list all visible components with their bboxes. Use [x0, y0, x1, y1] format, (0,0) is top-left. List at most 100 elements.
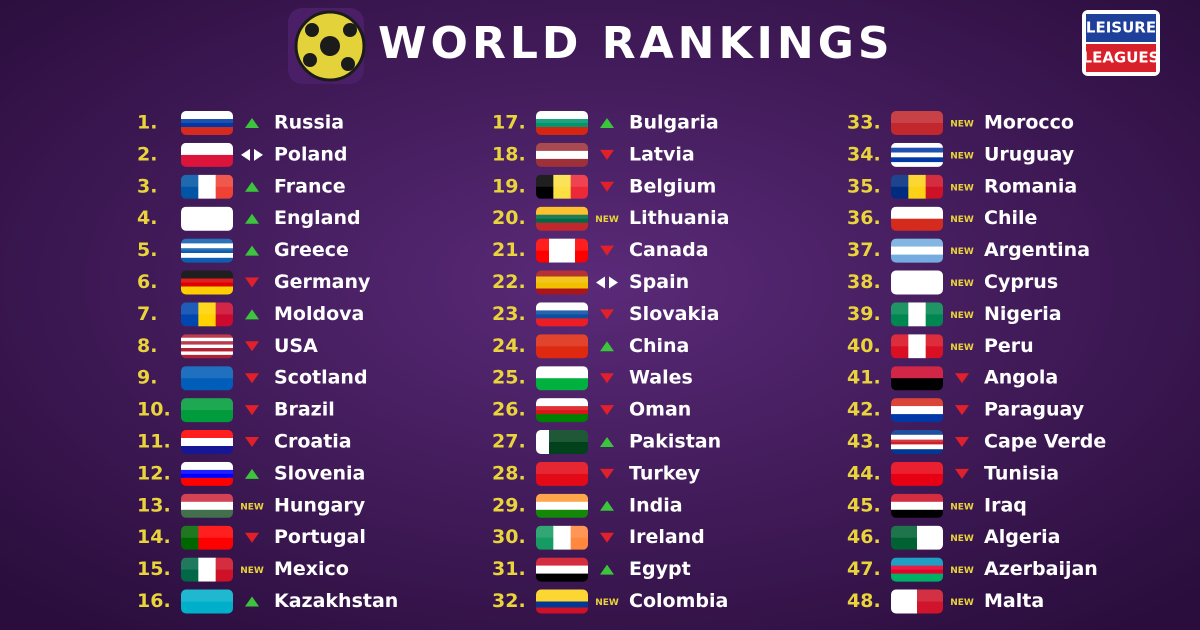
arrow-down [955, 437, 969, 447]
flag [536, 525, 588, 550]
flag [181, 206, 233, 231]
arrow-down [600, 532, 614, 543]
country-name: USA [274, 335, 318, 357]
country-name: Russia [274, 112, 344, 134]
rank: 32. [492, 590, 526, 612]
new-badge: NEW [950, 120, 974, 130]
arrow-up [600, 341, 614, 352]
country-name: Uruguay [984, 143, 1075, 165]
arrow-up [600, 500, 614, 511]
arrow-up [245, 118, 259, 128]
rank: 2. [137, 143, 157, 165]
rank: 31. [492, 558, 526, 580]
flag [181, 111, 233, 135]
country-name: Spain [629, 271, 689, 293]
flag [536, 366, 588, 391]
arrow-down [600, 309, 614, 320]
flag [891, 334, 943, 359]
arrow-up [600, 118, 614, 128]
country-name: Ireland [629, 526, 705, 548]
country-name: France [274, 175, 346, 197]
country-name: Greece [274, 239, 349, 261]
rank: 30. [492, 526, 526, 548]
rank: 33. [847, 112, 881, 134]
rank: 6. [137, 271, 157, 293]
arrow-same [596, 276, 618, 289]
arrow-down [955, 373, 969, 384]
country-name: Mexico [274, 558, 349, 580]
flag [891, 111, 943, 135]
rank: 40. [847, 335, 881, 357]
flag [181, 430, 233, 454]
country-name: Wales [629, 367, 693, 389]
flag [536, 557, 588, 582]
rank: 38. [847, 271, 881, 293]
flag [181, 557, 233, 582]
arrow-up [245, 596, 259, 607]
flag [181, 493, 233, 518]
new-badge: NEW [950, 279, 974, 289]
new-badge: NEW [950, 151, 974, 161]
flag [891, 461, 943, 486]
rank: 39. [847, 303, 881, 325]
rank: 23. [492, 303, 526, 325]
country-name: Croatia [274, 431, 352, 453]
flag [181, 142, 233, 167]
country-name: Cape Verde [984, 431, 1106, 453]
country-name: Hungary [274, 494, 366, 516]
rank: 25. [492, 367, 526, 389]
country-name: Paraguay [984, 399, 1085, 421]
flag [536, 461, 588, 486]
arrow-down [245, 373, 259, 384]
rank: 19. [492, 175, 526, 197]
rank: 21. [492, 239, 526, 261]
new-badge: NEW [950, 534, 974, 544]
country-name: Bulgaria [629, 112, 719, 134]
country-name: Germany [274, 271, 371, 293]
country-name: Slovenia [274, 462, 365, 484]
flag [181, 238, 233, 263]
new-badge: NEW [950, 247, 974, 257]
country-name: Cyprus [984, 271, 1058, 293]
country-name: China [629, 335, 689, 357]
country-name: Argentina [984, 239, 1090, 261]
rank: 24. [492, 335, 526, 357]
country-name: Scotland [274, 367, 368, 389]
country-name: India [629, 494, 683, 516]
arrow-down [600, 149, 614, 160]
logo-top: LEISURE [1086, 19, 1156, 37]
rank: 1. [137, 112, 157, 134]
new-badge: NEW [595, 215, 619, 225]
rank: 16. [137, 590, 171, 612]
rank: 37. [847, 239, 881, 261]
flag [891, 206, 943, 231]
arrow-up [245, 213, 259, 224]
country-name: Kazakhstan [274, 590, 398, 612]
rank: 26. [492, 399, 526, 421]
flag [536, 174, 588, 199]
arrow-down [600, 245, 614, 256]
logo[interactable]: LEISURE LEAGUES [1082, 10, 1160, 76]
flag [891, 302, 943, 327]
country-name: Angola [984, 367, 1058, 389]
country-name: Peru [984, 335, 1034, 357]
flag [181, 398, 233, 423]
rank: 35. [847, 175, 881, 197]
arrow-down [600, 468, 614, 479]
flag [536, 589, 588, 614]
new-badge: NEW [950, 311, 974, 321]
new-badge: NEW [950, 566, 974, 576]
arrow-down [245, 437, 259, 447]
new-badge: NEW [950, 502, 974, 512]
arrow-down [600, 405, 614, 416]
flag [891, 174, 943, 199]
rank: 27. [492, 431, 526, 453]
flag [891, 398, 943, 423]
arrow-up [245, 245, 259, 256]
country-name: Colombia [629, 590, 728, 612]
rank: 34. [847, 143, 881, 165]
country-name: Azerbaijan [984, 558, 1098, 580]
flag [181, 270, 233, 295]
flag [536, 334, 588, 359]
